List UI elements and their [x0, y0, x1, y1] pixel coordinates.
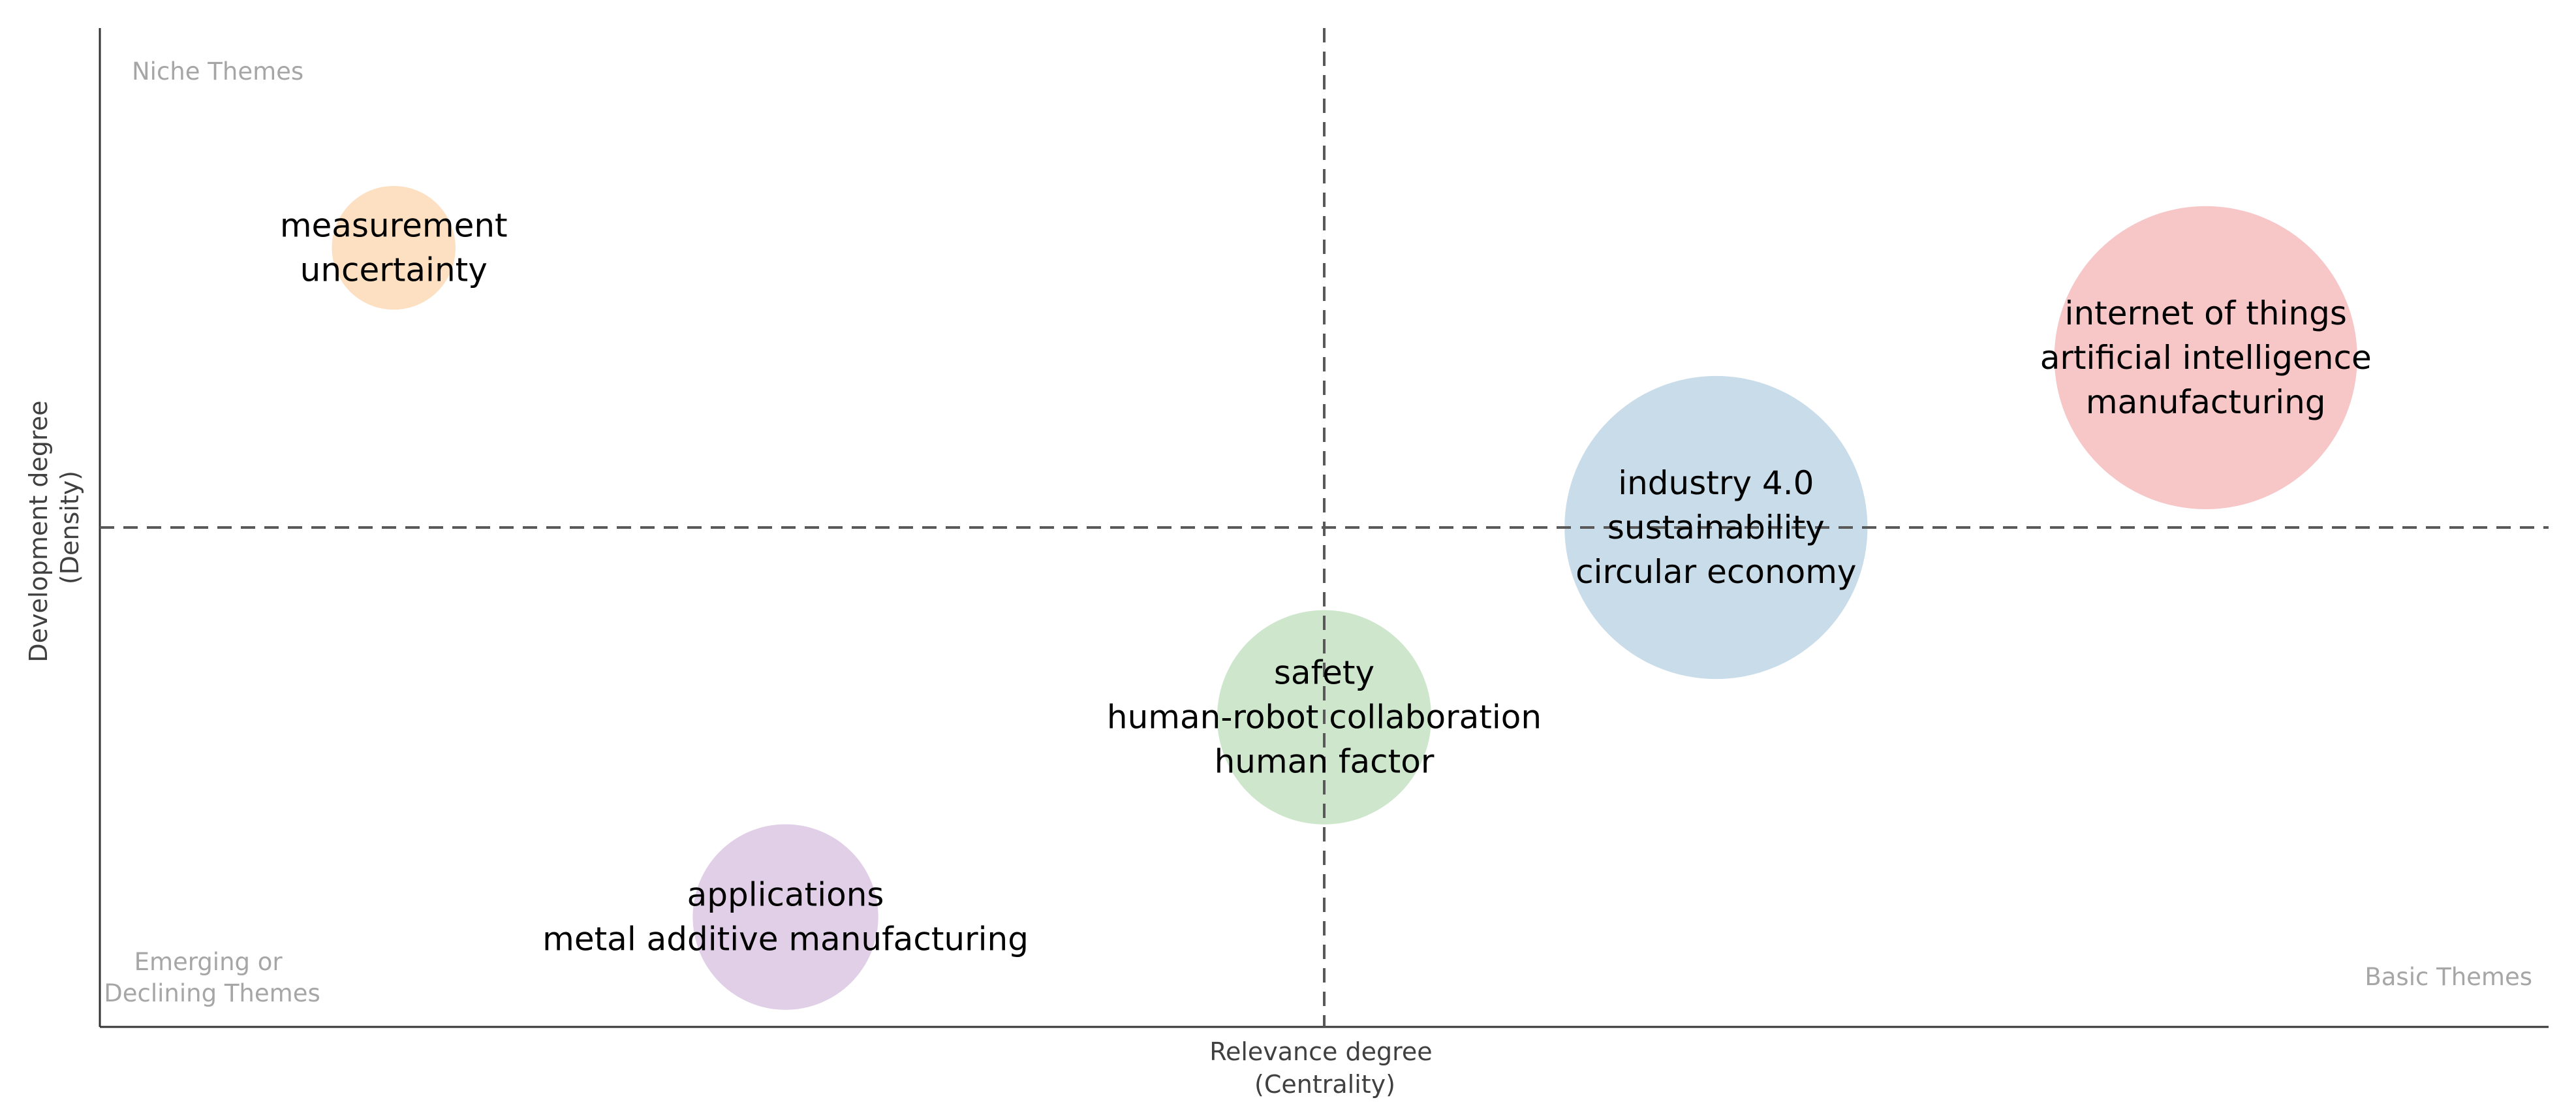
- bubble-label-1-line-2: manufacturing: [2086, 383, 2326, 421]
- quadrant-label-niche: Niche Themes: [132, 57, 303, 86]
- bubble-label-2-line-2: circular economy: [1575, 553, 1856, 591]
- bubble-label-3-line-1: human-robot collaboration: [1107, 699, 1542, 736]
- bubble-label-4-line-0: applications: [687, 876, 884, 914]
- bubble-label-4-line-1: metal additive manufacturing: [542, 920, 1029, 958]
- bubble-label-1: internet of things artificial intelligenc…: [2040, 294, 2372, 421]
- bubble-label-0-line-0: measurement: [280, 207, 508, 245]
- bubble-layer: [332, 185, 2357, 1010]
- bubble-label-3-line-0: safety: [1274, 654, 1374, 692]
- bubble-label-2-line-1: sustainability: [1607, 509, 1825, 546]
- quadrant-label-emerging-line-2: Declining Themes: [104, 979, 320, 1007]
- bubble-label-0-line-1: uncertainty: [300, 251, 488, 289]
- bubble-4: [692, 824, 878, 1010]
- bubble-label-0: measurement uncertainty: [280, 207, 508, 289]
- y-axis-title-line-2: (Density): [55, 471, 84, 584]
- bubble-label-1-line-1: artificial intelligence: [2040, 339, 2372, 377]
- bubble-label-2: industry 4.0 sustainability circular econo…: [1575, 464, 1856, 591]
- x-axis-title-line-1: Relevance degree: [1209, 1037, 1432, 1066]
- y-axis-title-line-1: Development degree: [24, 401, 53, 663]
- bubble-0: [332, 185, 456, 310]
- bubble-label-1-line-0: internet of things: [2065, 294, 2347, 332]
- x-axis-title: Relevance degree (Centrality): [1209, 1037, 1440, 1099]
- y-axis-title: Development degree (Density): [24, 392, 84, 662]
- bubble-label-3: safety human-robot collaboration human fac…: [1107, 654, 1542, 781]
- bubble-label-2-line-0: industry 4.0: [1618, 464, 1814, 502]
- bubble-label-4: applications metal additive manufacturing: [542, 876, 1029, 958]
- label-layer: measurement uncertainty internet of things…: [280, 207, 2372, 958]
- axes: [99, 28, 2549, 1028]
- quadrant-label-emerging-line-1: Emerging or: [134, 948, 283, 976]
- x-axis-title-line-2: (Centrality): [1254, 1070, 1395, 1099]
- bubble-label-3-line-2: human factor: [1215, 743, 1435, 781]
- quadrant-label-emerging: Emerging or Declining Themes: [104, 948, 320, 1007]
- bubble-2: [1564, 375, 1868, 680]
- bubble-1: [2054, 206, 2357, 509]
- quadrant-label-basic: Basic Themes: [2365, 963, 2532, 991]
